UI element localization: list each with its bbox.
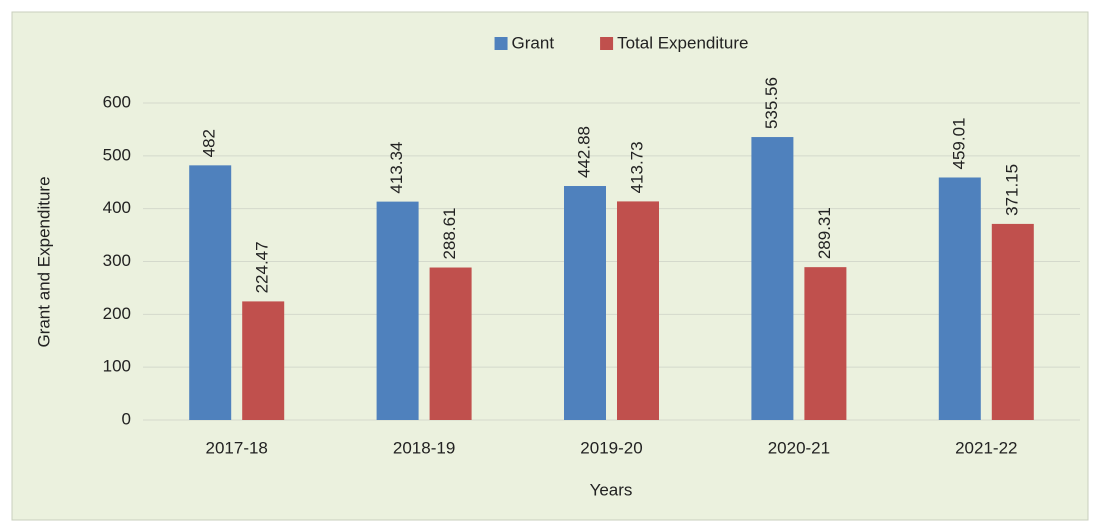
bar xyxy=(617,201,659,420)
data-label: 459.01 xyxy=(949,117,968,169)
x-tick-label: 2019-20 xyxy=(580,438,642,457)
x-tick-label: 2018-19 xyxy=(393,438,455,457)
chart-background xyxy=(11,11,1089,521)
data-label: 482 xyxy=(200,129,219,157)
bar xyxy=(564,186,606,420)
x-axis-label: Years xyxy=(590,480,633,499)
data-label: 224.47 xyxy=(253,241,272,293)
bar xyxy=(804,267,847,420)
y-tick-label: 300 xyxy=(103,251,131,270)
x-tick-label: 2021-22 xyxy=(955,438,1017,457)
y-tick-label: 0 xyxy=(122,409,131,428)
data-label: 535.56 xyxy=(762,77,781,129)
bar xyxy=(242,301,285,420)
legend-label: Grant xyxy=(512,33,555,52)
bar xyxy=(991,223,1034,420)
bar xyxy=(189,165,232,420)
y-tick-label: 200 xyxy=(103,304,131,323)
legend-swatch xyxy=(600,37,614,50)
bar xyxy=(376,201,419,420)
data-label: 288.61 xyxy=(440,208,459,260)
y-tick-label: 500 xyxy=(103,145,131,164)
y-tick-label: 600 xyxy=(103,92,131,111)
x-tick-label: 2017-18 xyxy=(206,438,268,457)
y-tick-label: 400 xyxy=(103,198,131,217)
data-label: 413.73 xyxy=(627,141,646,193)
y-tick-label: 100 xyxy=(103,357,131,376)
bar xyxy=(751,137,794,420)
data-label: 413.34 xyxy=(387,142,406,194)
x-tick-label: 2020-21 xyxy=(768,438,830,457)
data-label: 289.31 xyxy=(815,207,834,259)
legend-label: Total Expenditure xyxy=(617,33,748,52)
data-label: 371.15 xyxy=(1002,164,1021,216)
legend-swatch xyxy=(494,37,508,50)
bar xyxy=(429,267,472,420)
bar xyxy=(938,177,981,420)
data-label: 442.88 xyxy=(574,126,593,178)
y-axis-label: Grant and Expenditure xyxy=(34,176,53,347)
